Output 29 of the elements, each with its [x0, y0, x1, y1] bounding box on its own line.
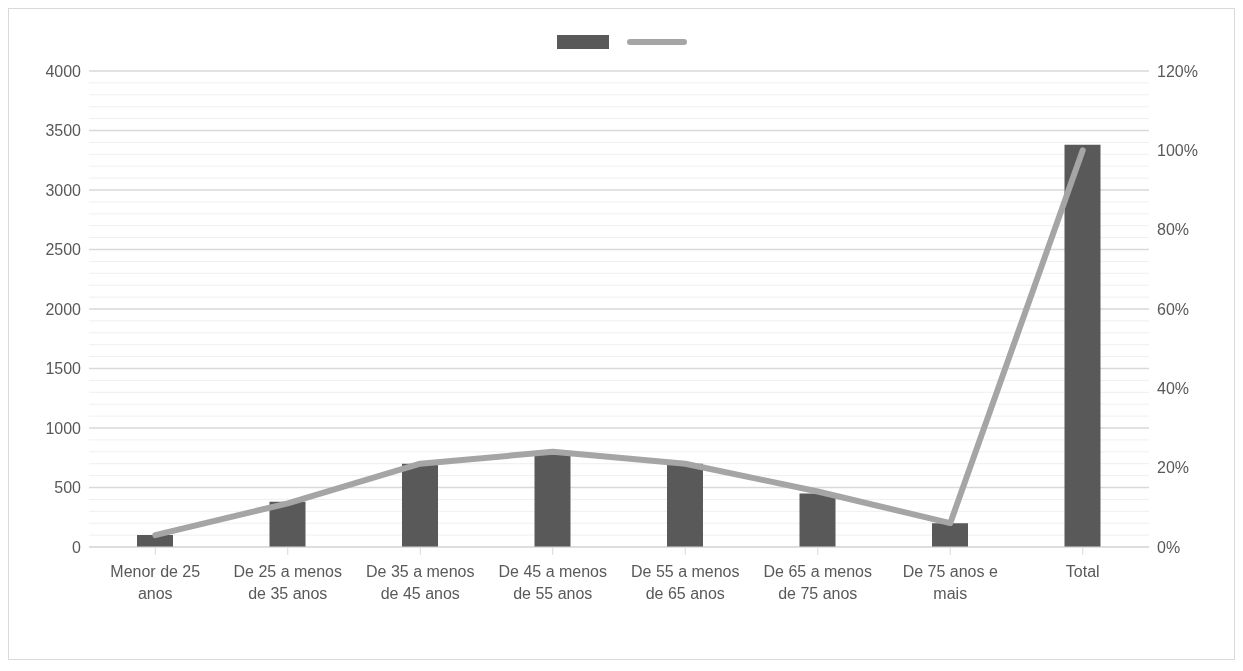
y2-tick-label: 80%: [1157, 221, 1190, 239]
y-tick-label: 2500: [45, 241, 82, 259]
y-tick-label: 2000: [45, 300, 82, 318]
bar: [402, 463, 438, 547]
bar: [932, 523, 968, 547]
y2-tick-label: 100%: [1157, 142, 1198, 160]
y2-tick-label: 40%: [1157, 380, 1190, 398]
x-tick-label: Menor de 25 anos: [110, 563, 201, 602]
y-tick-label: 3500: [45, 122, 82, 140]
x-tick-label: De 55 a menos de 65 anos: [630, 563, 740, 602]
y2-tick-label: 0%: [1157, 538, 1181, 556]
y2-tick-label: 120%: [1157, 62, 1198, 80]
x-tick-label: De 35 a menos de 45 anos: [365, 563, 475, 602]
x-tick-label: De 75 anos e mais: [902, 563, 998, 602]
y-tick-label: 1000: [45, 419, 82, 437]
y-tick-label: 3000: [45, 181, 82, 199]
y-tick-label: 0: [72, 538, 82, 556]
x-tick-label: De 25 a menos de 35 anos: [233, 563, 343, 602]
y-tick-label: 1500: [45, 360, 82, 378]
bar: [1064, 144, 1101, 547]
y-tick-label: 500: [54, 479, 82, 497]
y2-tick-label: 60%: [1157, 300, 1190, 318]
y-tick-label: 4000: [45, 62, 82, 80]
x-tick-label: De 65 a menos de 75 anos: [763, 563, 873, 602]
y2-tick-label: 20%: [1157, 459, 1190, 477]
bar: [667, 463, 703, 547]
x-tick-label: De 45 a menos de 55 anos: [498, 563, 608, 602]
bar: [799, 493, 836, 547]
x-tick-label: Total: [1065, 563, 1100, 580]
